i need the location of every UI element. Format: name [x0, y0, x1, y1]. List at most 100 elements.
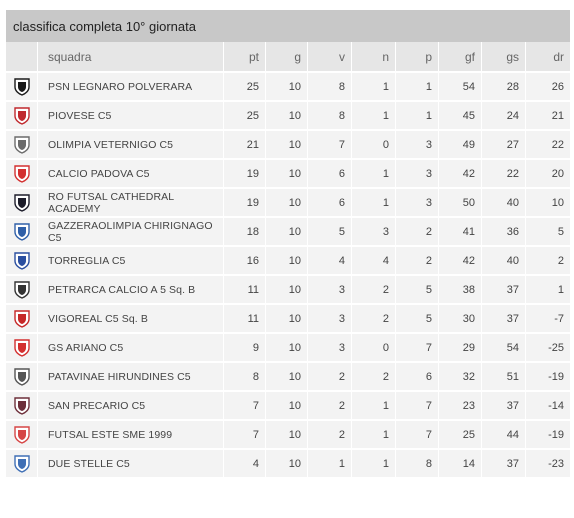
draws-cell: 2 — [352, 303, 396, 332]
points-cell: 8 — [224, 361, 266, 390]
goal-diff-cell: 2 — [526, 245, 570, 274]
team-logo-cell — [6, 129, 38, 158]
header-goals-for[interactable]: gf — [439, 42, 482, 71]
team-logo-cell — [6, 245, 38, 274]
losses-cell: 1 — [396, 71, 439, 100]
header-team[interactable]: squadra — [38, 42, 224, 71]
team-logo-cell — [6, 216, 38, 245]
header-losses[interactable]: p — [396, 42, 439, 71]
played-cell: 10 — [266, 187, 308, 216]
team-name[interactable]: CALCIO PADOVA C5 — [38, 158, 224, 187]
goals-for-cell: 14 — [439, 448, 482, 477]
goal-diff-cell: -7 — [526, 303, 570, 332]
draws-cell: 4 — [352, 245, 396, 274]
standings-panel: classifica completa 10° giornata squadra… — [6, 10, 570, 477]
team-logo-cell — [6, 158, 38, 187]
goal-diff-cell: 1 — [526, 274, 570, 303]
team-logo-cell — [6, 448, 38, 477]
wins-cell: 2 — [308, 361, 352, 390]
losses-cell: 2 — [396, 245, 439, 274]
points-cell: 19 — [224, 158, 266, 187]
header-draws[interactable]: n — [352, 42, 396, 71]
points-cell: 16 — [224, 245, 266, 274]
goals-against-cell: 37 — [482, 303, 526, 332]
goals-for-cell: 38 — [439, 274, 482, 303]
goals-for-cell: 32 — [439, 361, 482, 390]
table-row: RO FUTSAL CATHEDRAL ACADEMY 19 10 6 1 3 50 40 10 — [6, 187, 570, 216]
draws-cell: 2 — [352, 274, 396, 303]
due-stelle-logo-icon — [13, 454, 30, 473]
wins-cell: 6 — [308, 187, 352, 216]
draws-cell: 1 — [352, 71, 396, 100]
team-name[interactable]: TORREGLIA C5 — [38, 245, 224, 274]
points-cell: 21 — [224, 129, 266, 158]
team-name[interactable]: GS ARIANO C5 — [38, 332, 224, 361]
team-logo-cell — [6, 100, 38, 129]
header-goals-against[interactable]: gs — [482, 42, 526, 71]
standings-title: classifica completa 10° giornata — [6, 10, 570, 42]
team-logo-cell — [6, 71, 38, 100]
played-cell: 10 — [266, 332, 308, 361]
psn-legnaro-logo-icon — [13, 77, 30, 96]
team-name[interactable]: PATAVINAE HIRUNDINES C5 — [38, 361, 224, 390]
goal-diff-cell: 26 — [526, 71, 570, 100]
goals-for-cell: 45 — [439, 100, 482, 129]
table-row: TORREGLIA C5 16 10 4 4 2 42 40 2 — [6, 245, 570, 274]
team-name[interactable]: GAZZERAOLIMPIA CHIRIGNAGO C5 — [38, 216, 224, 245]
team-name[interactable]: OLIMPIA VETERNIGO C5 — [38, 129, 224, 158]
team-name[interactable]: PIOVESE C5 — [38, 100, 224, 129]
table-row: PSN LEGNARO POLVERARA 25 10 8 1 1 54 28 26 — [6, 71, 570, 100]
played-cell: 10 — [266, 448, 308, 477]
wins-cell: 4 — [308, 245, 352, 274]
losses-cell: 2 — [396, 216, 439, 245]
goals-against-cell: 40 — [482, 187, 526, 216]
wins-cell: 1 — [308, 448, 352, 477]
losses-cell: 7 — [396, 332, 439, 361]
team-name[interactable]: DUE STELLE C5 — [38, 448, 224, 477]
goals-against-cell: 37 — [482, 448, 526, 477]
played-cell: 10 — [266, 361, 308, 390]
team-name[interactable]: FUTSAL ESTE SME 1999 — [38, 419, 224, 448]
team-name[interactable]: PETRARCA CALCIO A 5 Sq. B — [38, 274, 224, 303]
goals-against-cell: 37 — [482, 390, 526, 419]
futsal-este-logo-icon — [13, 425, 30, 444]
points-cell: 9 — [224, 332, 266, 361]
points-cell: 4 — [224, 448, 266, 477]
team-name[interactable]: RO FUTSAL CATHEDRAL ACADEMY — [38, 187, 224, 216]
wins-cell: 5 — [308, 216, 352, 245]
goals-against-cell: 22 — [482, 158, 526, 187]
piovese-logo-icon — [13, 106, 30, 125]
losses-cell: 6 — [396, 361, 439, 390]
header-points[interactable]: pt — [224, 42, 266, 71]
standings-table: squadra pt g v n p gf gs dr PSN LEGNARO … — [6, 42, 570, 477]
goals-against-cell: 37 — [482, 274, 526, 303]
points-cell: 11 — [224, 303, 266, 332]
goals-against-cell: 36 — [482, 216, 526, 245]
header-played[interactable]: g — [266, 42, 308, 71]
goals-for-cell: 42 — [439, 158, 482, 187]
losses-cell: 7 — [396, 390, 439, 419]
wins-cell: 7 — [308, 129, 352, 158]
team-name[interactable]: VIGOREAL C5 Sq. B — [38, 303, 224, 332]
team-name[interactable]: PSN LEGNARO POLVERARA — [38, 71, 224, 100]
losses-cell: 5 — [396, 303, 439, 332]
team-name[interactable]: SAN PRECARIO C5 — [38, 390, 224, 419]
played-cell: 10 — [266, 71, 308, 100]
goal-diff-cell: -19 — [526, 361, 570, 390]
goal-diff-cell: 22 — [526, 129, 570, 158]
header-goal-diff[interactable]: dr — [526, 42, 570, 71]
points-cell: 18 — [224, 216, 266, 245]
wins-cell: 3 — [308, 274, 352, 303]
losses-cell: 8 — [396, 448, 439, 477]
played-cell: 10 — [266, 100, 308, 129]
goal-diff-cell: 21 — [526, 100, 570, 129]
points-cell: 11 — [224, 274, 266, 303]
goal-diff-cell: 5 — [526, 216, 570, 245]
draws-cell: 1 — [352, 187, 396, 216]
team-logo-cell — [6, 332, 38, 361]
goal-diff-cell: -25 — [526, 332, 570, 361]
header-wins[interactable]: v — [308, 42, 352, 71]
torreglia-logo-icon — [13, 251, 30, 270]
team-logo-cell — [6, 361, 38, 390]
table-row: CALCIO PADOVA C5 19 10 6 1 3 42 22 20 — [6, 158, 570, 187]
